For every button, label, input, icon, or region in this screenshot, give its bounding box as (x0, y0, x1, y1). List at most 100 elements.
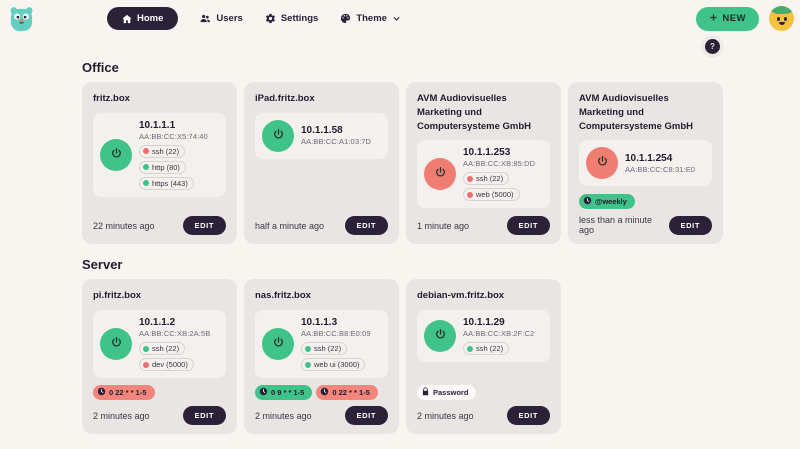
power-button[interactable] (100, 328, 132, 361)
device-info-panel: 10.1.1.1 AA:BB:CC:X5:74:40 ssh (22) http … (93, 112, 226, 197)
card-footer: half a minute ago EDIT (255, 216, 388, 236)
device-info: 10.1.1.1 AA:BB:CC:X5:74:40 ssh (22) http … (139, 120, 219, 190)
device-info-panel: 10.1.1.2 AA:BB:CC:XB:2A:5B ssh (22) dev (… (93, 310, 226, 379)
palette-icon (340, 13, 351, 24)
nav-item-label: Theme (356, 13, 387, 24)
device-info: 10.1.1.58 AA:BB:CC:A1:03:7D (301, 125, 371, 146)
last-seen-text: 22 minutes ago (93, 220, 155, 231)
card-footer: 2 minutes ago EDIT (255, 406, 388, 426)
device-card: debian-vm.fritz.box 10.1.1.29 AA:BB:CC:X… (406, 279, 561, 435)
nav-menu: Home Users Settings Theme (107, 7, 401, 30)
power-icon (596, 155, 609, 171)
card-bottom: half a minute ago EDIT (255, 208, 388, 236)
edit-button[interactable]: EDIT (506, 216, 550, 236)
device-name: nas.fritz.box (255, 290, 311, 302)
device-info-panel: 10.1.1.254 AA:BB:CC:C8:31:E0 (579, 140, 712, 187)
clock-icon (320, 387, 329, 398)
card-footer: 2 minutes ago EDIT (93, 406, 226, 426)
section-cards-row: pi.fritz.box 10.1.1.2 AA:BB:CC:XB:2A:5B … (82, 279, 800, 435)
user-avatar[interactable] (769, 6, 794, 31)
device-info: 10.1.1.29 AA:BB:CC:XB:2F:C2 ssh (22) (463, 317, 534, 356)
password-badge: Password (417, 385, 477, 401)
device-info-panel: 10.1.1.3 AA:BB:CC:B8:E0:09 ssh (22) web u… (255, 310, 388, 379)
card-footer: 1 minute ago EDIT (417, 216, 550, 236)
port-badge: dev (5000) (139, 358, 194, 372)
new-device-button[interactable]: NEW (696, 6, 759, 31)
device-ip: 10.1.1.1 (139, 119, 176, 131)
device-name: debian-vm.fritz.box (417, 290, 505, 302)
schedule-badge: 0 22 * * 1-5 (316, 385, 378, 401)
device-card: pi.fritz.box 10.1.1.2 AA:BB:CC:XB:2A:5B … (82, 279, 237, 435)
app-logo-gopher-icon (8, 5, 35, 32)
edit-button[interactable]: EDIT (506, 406, 550, 426)
port-badges: ssh (22) web ui (3000) (301, 342, 381, 372)
plus-icon (709, 13, 718, 25)
power-button[interactable] (262, 328, 294, 361)
power-icon (434, 166, 447, 182)
last-seen-text: less than a minute ago (579, 215, 653, 236)
power-button[interactable] (100, 138, 132, 171)
section-title: Server (82, 257, 123, 273)
port-badges: ssh (22) dev (5000) (139, 342, 219, 372)
edit-button[interactable]: EDIT (344, 216, 388, 236)
device-name: iPad.fritz.box (255, 93, 315, 104)
port-status-dot (467, 345, 473, 352)
nav-item-label: Home (137, 13, 164, 24)
device-section: Office fritz.box 10.1.1.1 AA:BB:CC:X5:74… (82, 60, 800, 245)
card-footer: 22 minutes ago EDIT (93, 216, 226, 236)
users-icon (200, 13, 211, 24)
port-badge: ssh (22) (463, 342, 510, 356)
device-info: 10.1.1.2 AA:BB:CC:XB:2A:5B ssh (22) dev (… (139, 317, 219, 372)
home-icon (122, 14, 132, 24)
gear-icon (265, 13, 276, 24)
port-status-dot (143, 180, 149, 187)
port-status-dot (143, 345, 149, 352)
help-button[interactable]: ? (705, 39, 720, 54)
device-name: pi.fritz.box (93, 290, 142, 302)
device-ip: 10.1.1.58 (301, 125, 343, 137)
port-status-dot (305, 345, 311, 352)
power-button[interactable] (424, 320, 456, 353)
power-icon (110, 336, 123, 352)
card-badges: Password (417, 385, 550, 401)
card-badges: 0 22 * * 1-5 (93, 385, 226, 401)
power-button[interactable] (424, 158, 456, 191)
power-icon (272, 128, 285, 144)
navbar-right: NEW (696, 6, 794, 31)
power-button[interactable] (262, 119, 294, 152)
device-mac: AA:BB:CC:XB:85:DD (463, 159, 536, 169)
nav-item-label: Users (216, 13, 243, 24)
port-status-dot (143, 361, 149, 368)
edit-button[interactable]: EDIT (182, 406, 226, 426)
nav-item-settings[interactable]: Settings (265, 13, 318, 24)
card-bottom: 1 minute ago EDIT (417, 208, 550, 236)
port-badge: ssh (22) (463, 172, 510, 186)
port-badge: web ui (3000) (301, 358, 366, 372)
nav-item-theme[interactable]: Theme (340, 13, 401, 24)
device-groups: Office fritz.box 10.1.1.1 AA:BB:CC:X5:74… (0, 54, 800, 449)
device-name: fritz.box (93, 93, 130, 104)
nav-item-users[interactable]: Users (200, 13, 243, 24)
device-mac: AA:BB:CC:A1:03:7D (301, 137, 372, 147)
new-button-label: NEW (722, 13, 746, 24)
card-bottom: 0 22 * * 1-5 2 minutes ago EDIT (93, 378, 226, 426)
power-icon (110, 147, 123, 163)
edit-button[interactable]: EDIT (668, 215, 712, 235)
card-footer: 2 minutes ago EDIT (417, 406, 550, 426)
nav-item-home[interactable]: Home (107, 7, 179, 30)
power-button[interactable] (586, 147, 618, 180)
schedule-badge: 0 22 * * 1-5 (93, 385, 155, 401)
device-card: AVM Audiovisuelles Marketing und Compute… (568, 82, 723, 245)
device-info-panel: 10.1.1.29 AA:BB:CC:XB:2F:C2 ssh (22) (417, 310, 550, 363)
port-badge: https (443) (139, 176, 194, 190)
schedule-badge: 0 9 * * 1-5 (255, 385, 313, 401)
device-ip: 10.1.1.3 (301, 317, 338, 329)
edit-button[interactable]: EDIT (344, 406, 388, 426)
edit-button[interactable]: EDIT (182, 216, 226, 236)
last-seen-text: 2 minutes ago (93, 410, 150, 421)
device-ip: 10.1.1.29 (463, 317, 505, 329)
port-badges: ssh (22) (463, 342, 534, 356)
power-icon (272, 336, 285, 352)
lock-icon (421, 387, 430, 398)
card-badges: @weekly (579, 194, 712, 210)
